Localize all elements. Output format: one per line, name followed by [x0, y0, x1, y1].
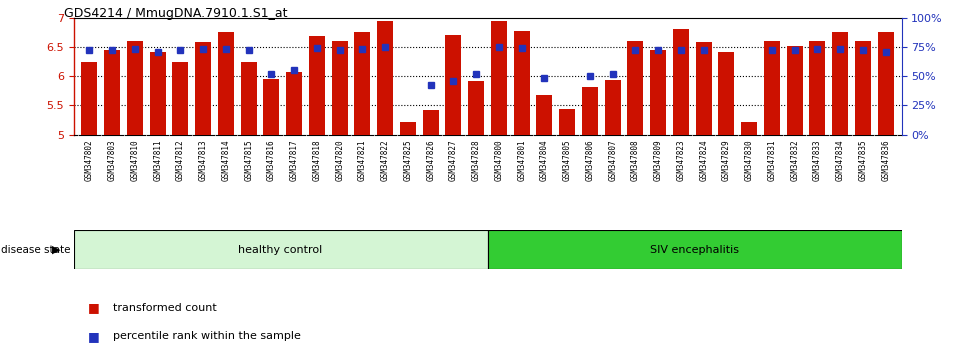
Bar: [764, 41, 780, 135]
Bar: [377, 21, 393, 135]
Text: GSM347814: GSM347814: [221, 139, 230, 181]
Text: GSM347822: GSM347822: [380, 139, 390, 181]
Bar: [787, 46, 803, 135]
Text: GSM347828: GSM347828: [471, 139, 480, 181]
Text: GSM347823: GSM347823: [676, 139, 685, 181]
Bar: [172, 62, 188, 135]
Text: ■: ■: [88, 330, 100, 343]
Text: GSM347803: GSM347803: [108, 139, 117, 181]
Bar: [218, 32, 234, 135]
Bar: [855, 41, 871, 135]
Bar: [582, 87, 598, 135]
Bar: [560, 109, 575, 135]
Bar: [400, 122, 416, 135]
Bar: [696, 42, 711, 135]
Text: GSM347833: GSM347833: [813, 139, 822, 181]
Bar: [446, 35, 462, 135]
Text: disease state: disease state: [1, 245, 71, 255]
Bar: [809, 41, 825, 135]
Bar: [832, 32, 848, 135]
Text: GSM347810: GSM347810: [130, 139, 139, 181]
Text: ■: ■: [88, 302, 100, 314]
Bar: [355, 32, 370, 135]
Text: GSM347835: GSM347835: [858, 139, 867, 181]
Bar: [104, 50, 121, 135]
Bar: [650, 50, 666, 135]
Text: GSM347816: GSM347816: [267, 139, 276, 181]
Text: GSM347832: GSM347832: [790, 139, 799, 181]
Text: GSM347808: GSM347808: [631, 139, 640, 181]
Bar: [878, 32, 894, 135]
Bar: [264, 79, 279, 135]
Text: GSM347817: GSM347817: [290, 139, 299, 181]
Bar: [718, 52, 734, 135]
Text: SIV encephalitis: SIV encephalitis: [650, 245, 739, 255]
Bar: [488, 230, 902, 269]
Bar: [627, 41, 644, 135]
Text: GSM347821: GSM347821: [358, 139, 367, 181]
Bar: [81, 62, 97, 135]
Text: GSM347805: GSM347805: [563, 139, 571, 181]
Bar: [331, 41, 348, 135]
Text: GSM347829: GSM347829: [722, 139, 731, 181]
Bar: [536, 95, 553, 135]
Text: GSM347802: GSM347802: [85, 139, 94, 181]
Bar: [468, 81, 484, 135]
Text: GSM347830: GSM347830: [745, 139, 754, 181]
Bar: [195, 42, 211, 135]
Text: GDS4214 / MmugDNA.7910.1.S1_at: GDS4214 / MmugDNA.7910.1.S1_at: [64, 7, 287, 20]
Text: healthy control: healthy control: [238, 245, 322, 255]
Text: GSM347801: GSM347801: [517, 139, 526, 181]
Bar: [491, 21, 507, 135]
Text: GSM347818: GSM347818: [313, 139, 321, 181]
Text: GSM347804: GSM347804: [540, 139, 549, 181]
Text: GSM347826: GSM347826: [426, 139, 435, 181]
Text: GSM347824: GSM347824: [699, 139, 709, 181]
Bar: [422, 110, 439, 135]
Text: GSM347811: GSM347811: [153, 139, 162, 181]
Text: GSM347836: GSM347836: [881, 139, 890, 181]
Text: GSM347820: GSM347820: [335, 139, 344, 181]
Bar: [741, 122, 758, 135]
Bar: [241, 62, 257, 135]
Text: GSM347812: GSM347812: [176, 139, 185, 181]
Text: transformed count: transformed count: [113, 303, 217, 313]
Text: percentile rank within the sample: percentile rank within the sample: [113, 331, 301, 341]
Text: ▶: ▶: [52, 245, 60, 255]
Bar: [74, 230, 488, 269]
Bar: [673, 29, 689, 135]
Text: GSM347834: GSM347834: [836, 139, 845, 181]
Bar: [309, 36, 325, 135]
Text: GSM347807: GSM347807: [609, 139, 617, 181]
Text: GSM347809: GSM347809: [654, 139, 662, 181]
Bar: [514, 30, 529, 135]
Bar: [127, 41, 143, 135]
Text: GSM347831: GSM347831: [767, 139, 776, 181]
Text: GSM347806: GSM347806: [585, 139, 595, 181]
Text: GSM347825: GSM347825: [404, 139, 413, 181]
Text: GSM347813: GSM347813: [199, 139, 208, 181]
Text: GSM347800: GSM347800: [495, 139, 504, 181]
Bar: [286, 72, 302, 135]
Bar: [150, 52, 166, 135]
Text: GSM347827: GSM347827: [449, 139, 458, 181]
Text: GSM347815: GSM347815: [244, 139, 253, 181]
Bar: [605, 80, 620, 135]
